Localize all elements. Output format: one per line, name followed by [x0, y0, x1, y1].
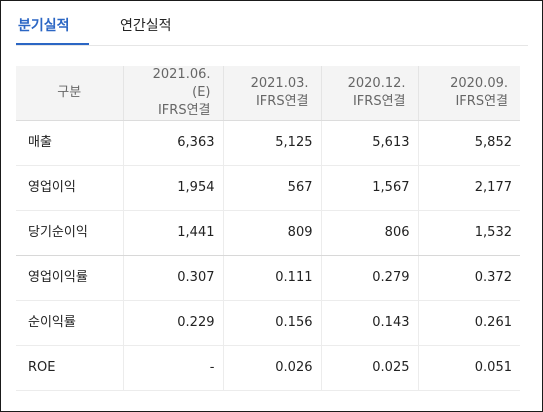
period-basis: IFRS연결 — [255, 94, 309, 109]
table-cell: 0.156 — [222, 300, 321, 346]
column-header-period: 2021.03. IFRS연결 — [222, 66, 321, 121]
table-row-roe: ROE - 0.026 0.025 0.051 — [16, 345, 520, 391]
table-row-revenue: 매출 6,363 5,125 5,613 5,852 — [16, 120, 520, 166]
table-cell: 0.372 — [417, 255, 520, 301]
table-row-net-income: 당기순이익 1,441 809 806 1,532 — [16, 210, 520, 256]
column-header-period: 2020.09. IFRS연결 — [417, 66, 520, 121]
period-basis: IFRS연결 — [157, 103, 211, 118]
table-cell: 1,532 — [417, 210, 520, 256]
column-header-period: 2021.06.(E) IFRS연결 — [122, 66, 223, 121]
column-header-category: 구분 — [16, 66, 123, 121]
row-label: 순이익률 — [16, 300, 123, 346]
period-basis: IFRS연결 — [352, 94, 406, 109]
row-label: 영업이익 — [16, 165, 123, 211]
table-cell: 0.229 — [122, 300, 223, 346]
row-label: 영업이익률 — [16, 255, 123, 301]
table-cell: 567 — [222, 165, 321, 211]
table-cell: 5,852 — [417, 120, 520, 166]
active-tab-indicator — [16, 43, 89, 45]
period-basis: IFRS연결 — [455, 94, 508, 109]
table-cell: - — [122, 345, 223, 391]
row-label: 매출 — [16, 120, 123, 166]
table-cell: 1,954 — [122, 165, 223, 211]
table-cell: 5,125 — [222, 120, 321, 166]
table-cell: 806 — [320, 210, 418, 256]
period-date: 2021.03. — [250, 76, 309, 91]
period-date: 2021.06.(E) — [152, 67, 211, 100]
table-row-net-margin: 순이익률 0.229 0.156 0.143 0.261 — [16, 300, 520, 346]
financial-table: 구분 2021.06.(E) IFRS연결 2021.03. IFRS연결 20… — [16, 66, 520, 391]
table-cell: 0.025 — [320, 345, 418, 391]
table-row-operating-margin: 영업이익률 0.307 0.111 0.279 0.372 — [16, 255, 520, 301]
table-cell: 6,363 — [122, 120, 223, 166]
tab-bar: 분기실적 연간실적 — [1, 1, 542, 49]
table-cell: 809 — [222, 210, 321, 256]
table-cell: 0.051 — [417, 345, 520, 391]
table-cell: 0.111 — [222, 255, 321, 301]
period-date: 2020.12. — [347, 76, 406, 91]
table-cell: 1,441 — [122, 210, 223, 256]
table-cell: 0.261 — [417, 300, 520, 346]
table-row-operating-income: 영업이익 1,954 567 1,567 2,177 — [16, 165, 520, 211]
column-header-period: 2020.12. IFRS연결 — [320, 66, 418, 121]
table-cell: 0.143 — [320, 300, 418, 346]
tab-quarterly[interactable]: 분기실적 — [18, 18, 70, 34]
table-cell: 5,613 — [320, 120, 418, 166]
row-label: 당기순이익 — [16, 210, 123, 256]
tab-divider — [16, 45, 528, 46]
period-date: 2020.09. — [450, 76, 508, 91]
table-cell: 1,567 — [320, 165, 418, 211]
table-header-row: 구분 2021.06.(E) IFRS연결 2021.03. IFRS연결 20… — [16, 66, 520, 121]
table-cell: 0.026 — [222, 345, 321, 391]
tab-annual[interactable]: 연간실적 — [120, 18, 172, 34]
table-cell: 0.307 — [122, 255, 223, 301]
table-cell: 0.279 — [320, 255, 418, 301]
table-cell: 2,177 — [417, 165, 520, 211]
row-label: ROE — [16, 345, 123, 391]
